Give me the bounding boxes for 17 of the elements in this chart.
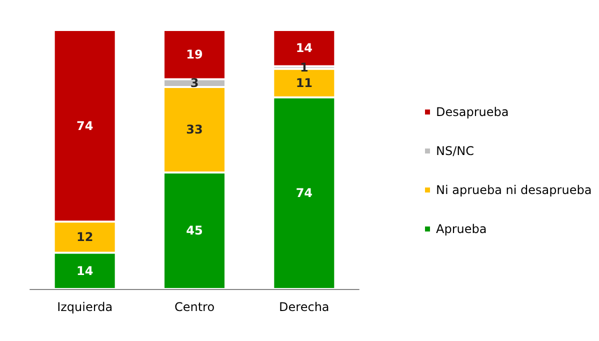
data-label: 74: [296, 186, 313, 200]
data-label: 19: [186, 48, 203, 62]
data-label: 33: [186, 122, 203, 137]
x-tick-label: Centro: [174, 300, 215, 314]
legend-label: Desaprueba: [436, 105, 509, 119]
data-label: 14: [76, 264, 94, 278]
data-label: 45: [186, 224, 203, 238]
data-label: 3: [190, 76, 199, 90]
legend-label: Ni aprueba ni desaprueba: [436, 183, 592, 197]
data-label: 14: [296, 41, 313, 56]
data-label: 74: [76, 118, 94, 133]
data-label: 11: [296, 76, 313, 90]
legend-label: NS/NC: [436, 144, 474, 158]
x-tick-label: Izquierda: [57, 300, 113, 314]
x-tick-label: Derecha: [279, 300, 330, 314]
legend-label: Aprueba: [436, 222, 487, 236]
data-label: 12: [76, 230, 94, 244]
